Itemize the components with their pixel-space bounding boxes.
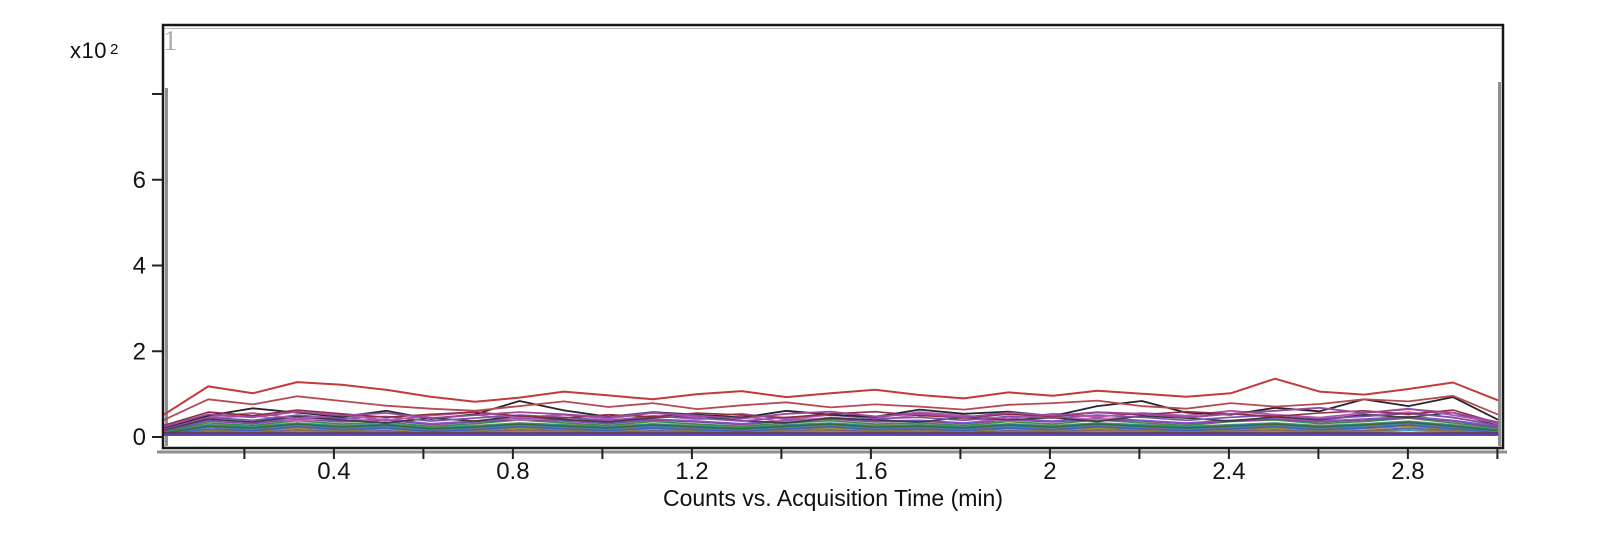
x-axis-title: Counts vs. Acquisition Time (min)	[662, 485, 1003, 511]
y-tick-label: 2	[133, 338, 146, 365]
x-tick-label: 1.2	[675, 458, 708, 485]
trace-blue	[164, 424, 1499, 435]
trace-slate	[164, 427, 1499, 435]
x-tick-label: 2	[1043, 458, 1056, 485]
trace-steel-blue	[164, 422, 1499, 434]
trace-red-1	[164, 377, 1499, 416]
trace-brown	[164, 429, 1499, 436]
y-axis-multiplier-exponent: 2	[109, 41, 119, 58]
trace-index-label: 1	[163, 25, 178, 57]
x-tick-label: 1.6	[854, 458, 887, 485]
x-tick-label: 0.8	[496, 458, 529, 485]
trace-red-2	[164, 394, 1499, 421]
trace-purple-1	[164, 406, 1499, 428]
y-axis-multiplier: x10 2	[70, 38, 119, 64]
trace-salmon	[164, 423, 1499, 434]
x-tick-label: 2.4	[1212, 458, 1245, 485]
y-axis-multiplier-base: x10	[70, 38, 107, 63]
y-tick-label: 4	[133, 253, 146, 280]
plot-frame	[161, 23, 1505, 450]
trace-green	[164, 417, 1499, 433]
x-tick-label: 0.4	[317, 458, 350, 485]
trace-maroon	[164, 409, 1499, 427]
y-tick-label: 0	[133, 424, 146, 451]
trace-olive	[164, 425, 1499, 435]
trace-black-1	[164, 396, 1499, 429]
x-tick-label: 2.8	[1391, 458, 1424, 485]
y-tick-label: 6	[133, 167, 146, 194]
trace-teal	[164, 420, 1499, 434]
trace-dark-green	[164, 421, 1499, 434]
